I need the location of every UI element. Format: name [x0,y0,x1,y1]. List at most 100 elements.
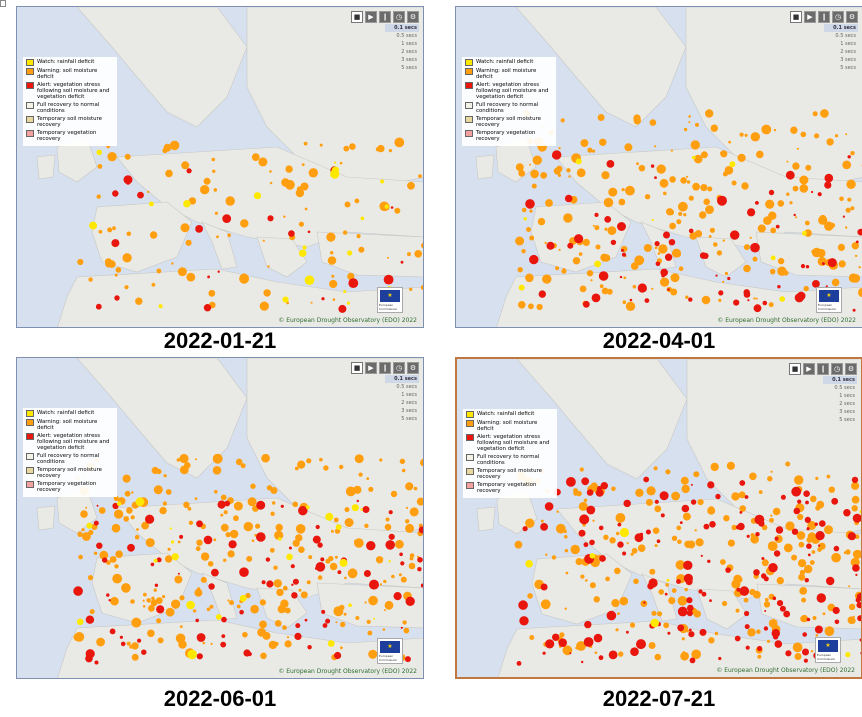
speed-selector[interactable]: 0.1 secs 0.5 secs 1 secs 2 secs 3 secs 5 secs [385,375,419,423]
map-panel-2022-07-21[interactable]: Watch: rainfall deficit Warning: soil moi… [455,357,862,679]
animation-toolbar: ■ ▶ ❙ ◷ ⚙ [789,363,857,375]
warning-area [236,604,241,609]
alert-area [739,480,746,486]
warning-area [842,160,852,170]
alert-area [604,216,612,223]
speed-option[interactable]: 1 secs [840,41,856,47]
speed-option[interactable]: 1 secs [401,41,417,47]
warning-area [615,513,626,523]
speed-option[interactable]: 5 secs [839,417,855,423]
warning-area [811,247,822,258]
pause-icon[interactable]: ❙ [379,11,391,23]
warning-area [792,185,799,192]
speed-option[interactable]: 0.5 secs [396,384,417,390]
warning-area [375,556,384,564]
warning-area [848,585,851,588]
stop-icon[interactable]: ■ [351,362,363,374]
speed-selector[interactable]: 0.1 secs 0.5 secs 1 secs 2 secs 3 secs 5 secs [824,24,858,72]
stop-icon[interactable]: ■ [790,11,802,23]
warning-area [213,538,217,542]
land-region [516,359,688,480]
drought-map[interactable] [17,7,424,328]
speed-option[interactable]: 0.5 secs [835,33,856,39]
pause-icon[interactable]: ❙ [817,363,829,375]
warning-area [611,486,616,492]
alert-area [404,656,411,663]
alert-area [794,293,804,303]
warning-area [677,539,682,545]
alert-area [552,153,557,159]
alert-area [325,618,331,624]
speed-option[interactable]: 1 secs [401,392,417,398]
legend-item: Full recovery to normal conditions [465,102,553,114]
speed-option[interactable]: 0.1 secs [385,24,419,32]
clock-icon[interactable]: ◷ [832,11,844,23]
alert-area [800,264,806,269]
warning-area [409,556,414,561]
clock-icon[interactable]: ◷ [393,362,405,374]
warning-area [726,461,735,470]
european-commission-logo: ★ European Commission [816,287,842,313]
speed-option[interactable]: 3 secs [401,408,417,414]
settings-icon[interactable]: ⚙ [407,11,419,23]
drought-map[interactable] [456,7,862,328]
stop-icon[interactable]: ■ [789,363,801,375]
warning-area [845,207,851,213]
speed-option[interactable]: 2 secs [401,49,417,55]
speed-option[interactable]: 5 secs [401,416,417,422]
pause-icon[interactable]: ❙ [379,362,391,374]
speed-option[interactable]: 0.1 secs [823,376,857,384]
alert-area [802,632,807,637]
speed-option[interactable]: 3 secs [401,57,417,63]
warning-area [130,515,135,520]
pause-icon[interactable]: ❙ [818,11,830,23]
map-legend: Watch: rainfall deficit Warning: soil moi… [463,409,557,498]
speed-option[interactable]: 5 secs [401,65,417,71]
drought-map[interactable] [17,358,424,679]
map-panel-2022-01-21[interactable]: Watch: rainfall deficit Warning: soil moi… [16,6,424,328]
drought-map[interactable] [457,359,862,679]
warning-area [755,297,758,300]
speed-option[interactable]: 2 secs [401,400,417,406]
warning-area [586,270,594,277]
speed-option[interactable]: 3 secs [840,57,856,63]
warning-area [89,609,95,615]
speed-option[interactable]: 0.1 secs [824,24,858,32]
warning-area [786,160,789,163]
settings-icon[interactable]: ⚙ [846,11,858,23]
speed-option[interactable]: 2 secs [840,49,856,55]
play-icon[interactable]: ▶ [365,11,377,23]
warning-area [98,507,106,514]
alert-area [761,573,767,579]
map-panel-2022-04-01[interactable]: Watch: rainfall deficit Warning: soil moi… [455,6,862,328]
settings-icon[interactable]: ⚙ [407,362,419,374]
warning-area [718,298,722,302]
map-panel-2022-06-01[interactable]: Watch: rainfall deficit Warning: soil moi… [16,357,424,679]
speed-option[interactable]: 2 secs [839,401,855,407]
legend-swatch [26,481,34,488]
warning-area [525,273,534,283]
warning-area [576,168,586,178]
speed-selector[interactable]: 0.1 secs 0.5 secs 1 secs 2 secs 3 secs 5 secs [823,376,857,424]
alert-area [777,285,781,289]
settings-icon[interactable]: ⚙ [845,363,857,375]
clock-icon[interactable]: ◷ [393,11,405,23]
warning-area [564,535,568,539]
speed-option[interactable]: 3 secs [839,409,855,415]
play-icon[interactable]: ▶ [365,362,377,374]
speed-selector[interactable]: 0.1 secs 0.5 secs 1 secs 2 secs 3 secs 5 secs [385,24,419,72]
speed-option[interactable]: 5 secs [840,65,856,71]
warning-area [269,547,275,553]
play-icon[interactable]: ▶ [804,11,816,23]
speed-option[interactable]: 0.1 secs [385,375,419,383]
speed-option[interactable]: 0.5 secs [396,33,417,39]
alert-area [538,290,546,298]
stop-icon[interactable]: ■ [351,11,363,23]
alert-area [552,633,560,641]
warning-area [654,544,658,548]
clock-icon[interactable]: ◷ [831,363,843,375]
speed-option[interactable]: 1 secs [839,393,855,399]
speed-option[interactable]: 0.5 secs [834,385,855,391]
warning-area [618,651,624,657]
play-icon[interactable]: ▶ [803,363,815,375]
